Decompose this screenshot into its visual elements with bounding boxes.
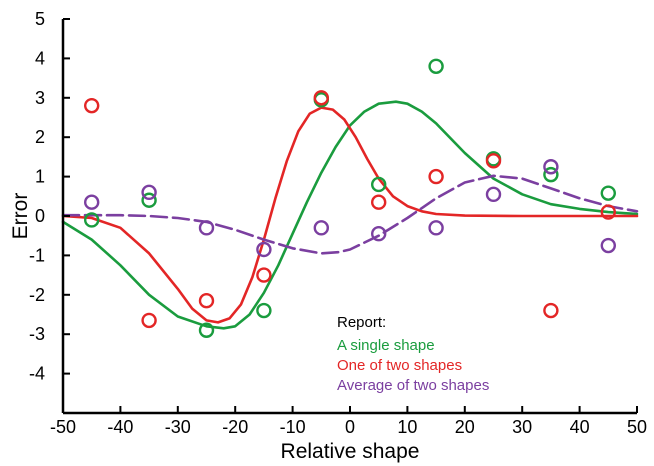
data-point xyxy=(141,192,157,208)
data-point xyxy=(600,204,616,220)
y-tick-label: 1 xyxy=(35,167,45,187)
x-tick-label: 40 xyxy=(570,417,590,437)
legend-entry-one-of-two: One of two shapes xyxy=(337,357,462,374)
data-point xyxy=(83,212,100,228)
y-tick-label: 4 xyxy=(35,48,45,68)
data-point xyxy=(485,186,502,203)
data-point xyxy=(256,302,272,319)
data-point xyxy=(543,166,559,183)
x-axis-title: Relative shape xyxy=(281,440,420,463)
y-tick-label: -1 xyxy=(29,245,45,265)
x-tick-label: 30 xyxy=(512,417,532,437)
data-point xyxy=(198,322,215,338)
y-tick-label: 3 xyxy=(35,88,45,108)
x-tick-label: -20 xyxy=(222,417,248,437)
y-tick-label: 2 xyxy=(35,127,45,147)
data-point xyxy=(198,220,215,236)
data-point xyxy=(256,267,272,283)
legend-title: Report: xyxy=(337,314,386,331)
data-point xyxy=(141,312,157,329)
data-point xyxy=(83,97,100,114)
data-point xyxy=(313,90,329,106)
data-point xyxy=(371,176,387,193)
x-tick-label: 20 xyxy=(455,417,475,437)
fit-curve-1 xyxy=(61,106,639,324)
y-tick-label: -3 xyxy=(29,324,45,344)
data-point xyxy=(543,302,559,319)
data-point xyxy=(600,185,616,201)
data-point xyxy=(83,194,100,210)
legend: Report: A single shape One of two shapes… xyxy=(337,314,489,394)
x-ticks: -50 -40 -30 -20 -10 0 10 20 30 40 50 xyxy=(50,406,647,437)
legend-entry-single-shape: A single shape xyxy=(337,337,435,354)
data-point xyxy=(141,184,157,201)
y-tick-label: -4 xyxy=(29,364,45,384)
x-tick-label: 50 xyxy=(627,417,647,437)
data-point xyxy=(256,241,272,258)
fit-curves xyxy=(61,100,639,330)
x-tick-label: -30 xyxy=(165,417,191,437)
data-point xyxy=(600,237,616,254)
data-point xyxy=(371,226,387,242)
y-ticks: -4 -3 -2 -1 0 1 2 3 4 5 xyxy=(29,9,70,384)
x-tick-label: -40 xyxy=(107,417,133,437)
y-axis-title: Error xyxy=(9,193,32,240)
fit-curve-2 xyxy=(61,174,639,255)
y-tick-label: 0 xyxy=(35,206,45,226)
legend-entry-average: Average of two shapes xyxy=(337,377,489,394)
x-tick-label: -50 xyxy=(50,417,76,437)
data-point xyxy=(313,220,329,236)
x-tick-label: -10 xyxy=(280,417,306,437)
data-point xyxy=(198,293,215,309)
data-point xyxy=(371,194,387,210)
data-point xyxy=(428,220,444,236)
y-tick-label: -2 xyxy=(29,285,45,305)
data-point xyxy=(485,153,502,169)
x-tick-label: 10 xyxy=(397,417,417,437)
data-point xyxy=(543,159,559,175)
x-tick-label: 0 xyxy=(345,417,355,437)
data-point xyxy=(428,58,444,74)
fit-curve-0 xyxy=(61,100,639,330)
y-tick-label: 5 xyxy=(35,9,45,29)
data-points xyxy=(83,58,616,338)
data-point xyxy=(428,168,444,185)
